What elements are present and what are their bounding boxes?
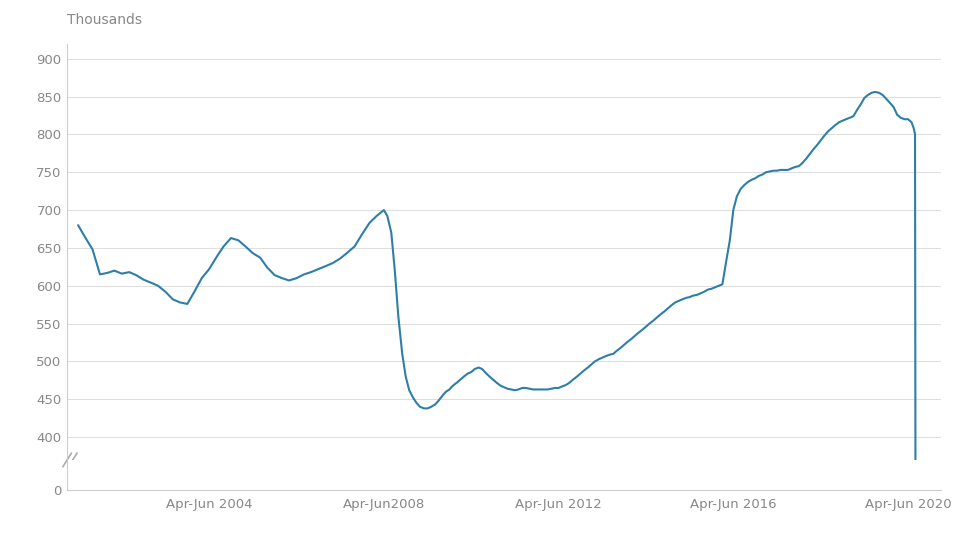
Text: Thousands: Thousands xyxy=(67,13,142,27)
